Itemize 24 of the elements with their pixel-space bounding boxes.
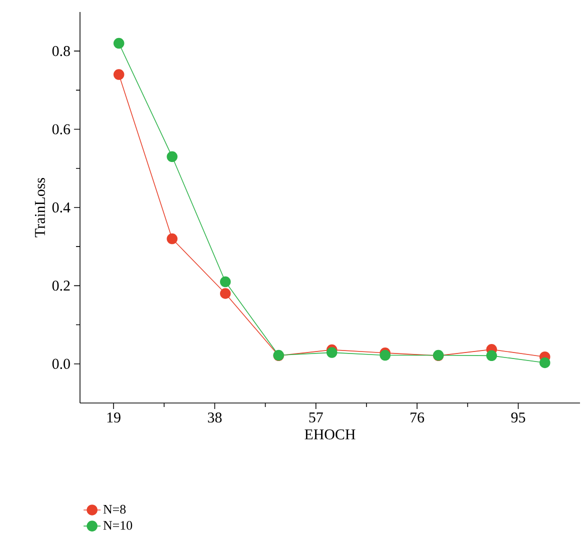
point	[220, 288, 231, 299]
point	[166, 233, 178, 244]
x-tick-label: 95	[511, 412, 526, 423]
point	[326, 347, 338, 358]
legend-label: N=10	[103, 521, 132, 530]
y-tick-label: 0.2	[52, 280, 70, 291]
point	[380, 350, 391, 361]
y-tick-label: 0.6	[52, 124, 70, 134]
x-tick-label: 57	[309, 412, 323, 422]
point	[486, 350, 498, 362]
point	[113, 38, 124, 49]
x-tick-label: 19	[107, 412, 120, 423]
x-axis-title: EHOCH	[304, 429, 356, 440]
point	[113, 69, 124, 80]
point	[539, 357, 550, 368]
point	[220, 276, 231, 288]
point	[166, 151, 178, 162]
legend-label: N=8	[103, 504, 126, 514]
y-tick-label: 0.4	[52, 202, 70, 213]
y-tick-label: 0.8	[52, 46, 70, 56]
x-tick-label: 76	[410, 412, 424, 423]
y-axis-title: TrainLoss	[34, 178, 45, 238]
y-tick-label: 0.0	[52, 358, 70, 369]
x-tick-label: 38	[208, 412, 222, 423]
